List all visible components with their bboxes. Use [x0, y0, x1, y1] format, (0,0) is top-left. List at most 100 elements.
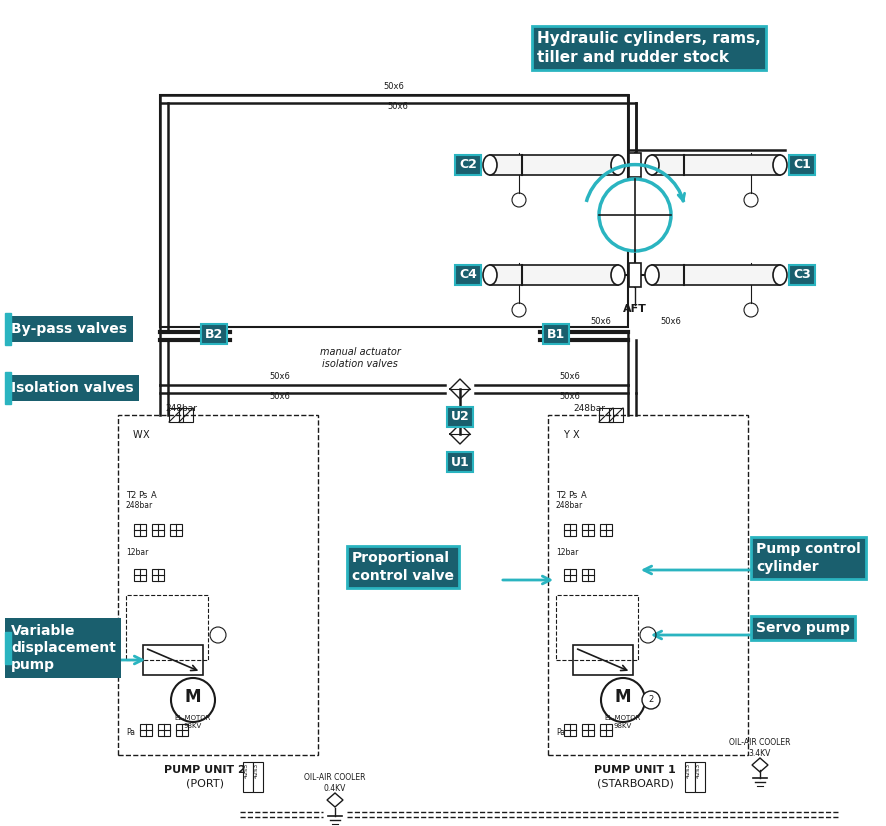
Text: C4: C4 — [459, 268, 477, 282]
Bar — [564, 569, 576, 581]
Text: M: M — [185, 688, 201, 706]
Bar — [582, 524, 594, 536]
Bar — [243, 762, 253, 792]
Text: 12bar: 12bar — [126, 548, 148, 557]
Bar — [609, 408, 623, 422]
Text: Pa: Pa — [556, 728, 565, 737]
Text: 42s3: 42s3 — [686, 762, 691, 778]
Bar — [179, 408, 193, 422]
Text: Isolation valves: Isolation valves — [11, 381, 134, 395]
Bar — [685, 762, 695, 792]
Bar — [160, 95, 628, 327]
Bar — [158, 724, 170, 736]
Bar — [629, 153, 641, 177]
Circle shape — [171, 678, 215, 722]
Text: 50x6: 50x6 — [387, 102, 408, 111]
Text: Hydraulic cylinders, rams,
tiller and rudder stock: Hydraulic cylinders, rams, tiller and ru… — [537, 31, 761, 64]
Text: By-pass valves: By-pass valves — [11, 322, 127, 336]
Text: 42s3: 42s3 — [254, 762, 259, 778]
Bar — [176, 724, 188, 736]
Ellipse shape — [611, 155, 625, 175]
Text: 12bar: 12bar — [556, 548, 579, 557]
Text: U2: U2 — [451, 411, 470, 424]
Text: Proportional
control valve: Proportional control valve — [352, 551, 454, 582]
Circle shape — [599, 179, 671, 251]
Text: 42s3: 42s3 — [244, 762, 249, 778]
Text: B2: B2 — [205, 327, 223, 340]
Text: A: A — [151, 491, 157, 500]
Text: T2: T2 — [126, 491, 136, 500]
Text: U1: U1 — [451, 455, 470, 468]
Text: 42s3: 42s3 — [696, 762, 701, 778]
Bar — [629, 263, 641, 287]
Bar — [695, 762, 705, 792]
Bar — [140, 724, 152, 736]
Text: C3: C3 — [793, 268, 811, 282]
Text: 50x6: 50x6 — [384, 82, 404, 91]
Bar — [600, 524, 612, 536]
Text: X: X — [573, 430, 579, 440]
Bar — [652, 265, 780, 285]
Text: Ps: Ps — [568, 491, 578, 500]
Text: 2: 2 — [649, 695, 654, 705]
Text: Pump control
cylinder: Pump control cylinder — [756, 543, 861, 573]
Text: Pa: Pa — [126, 728, 135, 737]
Text: W: W — [133, 430, 143, 440]
Bar — [5, 313, 11, 345]
Text: A: A — [581, 491, 587, 500]
Bar — [134, 524, 146, 536]
Text: (PORT): (PORT) — [186, 778, 224, 788]
Bar — [599, 408, 613, 422]
Text: 248bar: 248bar — [126, 501, 153, 510]
Text: 50x6: 50x6 — [590, 317, 610, 326]
Bar — [253, 762, 263, 792]
Bar — [548, 415, 748, 755]
Bar — [170, 524, 182, 536]
Text: Ps: Ps — [138, 491, 147, 500]
Bar — [152, 524, 164, 536]
Text: (STARBOARD): (STARBOARD) — [596, 778, 673, 788]
Ellipse shape — [483, 265, 497, 285]
Text: Variable
displacement
pump: Variable displacement pump — [11, 624, 116, 672]
Text: 50x6: 50x6 — [560, 372, 580, 381]
Bar — [556, 595, 638, 660]
Text: X: X — [143, 430, 150, 440]
Text: 50x6: 50x6 — [269, 392, 291, 401]
Text: manual actuator
isolation valves: manual actuator isolation valves — [320, 347, 400, 368]
Text: PUMP UNIT 2: PUMP UNIT 2 — [164, 765, 246, 775]
Text: Servo pump: Servo pump — [756, 621, 850, 635]
Ellipse shape — [483, 155, 497, 175]
Text: B1: B1 — [547, 327, 565, 340]
Bar — [134, 569, 146, 581]
Ellipse shape — [611, 265, 625, 285]
Ellipse shape — [645, 265, 659, 285]
Bar — [582, 724, 594, 736]
Ellipse shape — [773, 155, 787, 175]
Text: PUMP UNIT 1: PUMP UNIT 1 — [595, 765, 676, 775]
Text: Y: Y — [563, 430, 569, 440]
Bar — [169, 408, 183, 422]
Bar — [652, 155, 780, 175]
Bar — [118, 415, 318, 755]
Bar — [126, 595, 208, 660]
Bar — [143, 645, 203, 675]
Text: EL-MOTOR
98KV: EL-MOTOR 98KV — [605, 715, 641, 729]
Bar — [564, 524, 576, 536]
Text: OIL-AIR COOLER
3.4KV: OIL-AIR COOLER 3.4KV — [729, 738, 790, 757]
Bar — [582, 569, 594, 581]
Text: AFT: AFT — [623, 304, 647, 314]
Bar — [564, 724, 576, 736]
Text: C1: C1 — [793, 159, 811, 172]
Text: 50x6: 50x6 — [269, 372, 291, 381]
Bar — [152, 569, 164, 581]
Text: EL-MOTOR
98KV: EL-MOTOR 98KV — [175, 715, 211, 729]
Text: 248bar: 248bar — [573, 404, 605, 413]
Ellipse shape — [773, 265, 787, 285]
Text: OIL-AIR COOLER
0.4KV: OIL-AIR COOLER 0.4KV — [304, 773, 366, 793]
Text: 248bar: 248bar — [165, 404, 197, 413]
Bar — [573, 645, 633, 675]
Bar — [600, 724, 612, 736]
Circle shape — [601, 678, 645, 722]
Text: 50x6: 50x6 — [660, 317, 680, 326]
Bar — [5, 632, 11, 664]
